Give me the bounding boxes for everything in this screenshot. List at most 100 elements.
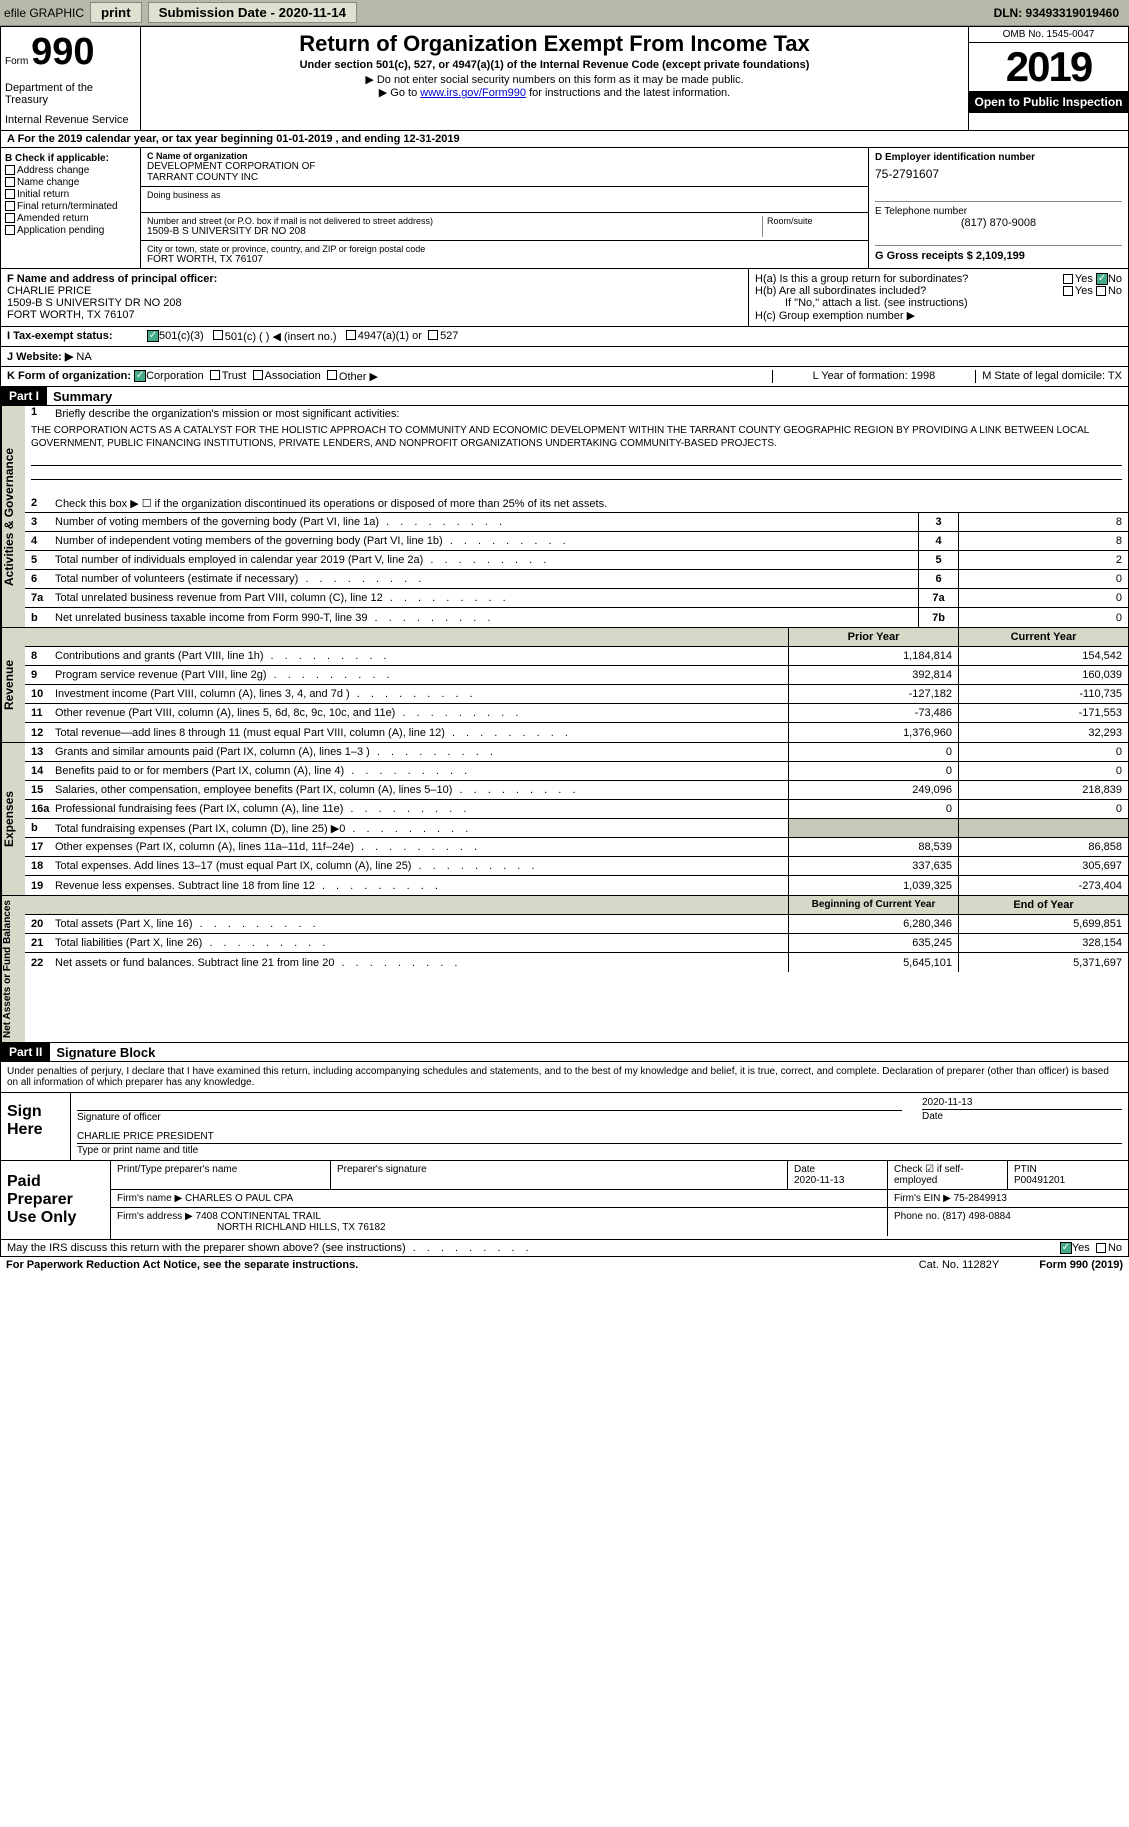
cb-name: Name change [5,177,136,188]
tax-year: 2019 [969,43,1128,91]
check-icon: ✓ [147,330,159,342]
dept-treasury: Department of the Treasury [5,82,136,106]
check-icon: ✓ [1096,273,1108,285]
hb-label: H(b) Are all subordinates included? [755,285,926,297]
print-button[interactable]: print [90,2,142,23]
efile-label: efile GRAPHIC [4,6,84,20]
table-row: 7a Total unrelated business revenue from… [25,589,1128,608]
governance-section: Activities & Governance 1 Briefly descri… [0,406,1129,628]
preparer-section: Paid Preparer Use Only Print/Type prepar… [0,1161,1129,1240]
table-row: 21 Total liabilities (Part X, line 26) 6… [25,934,1128,953]
state-domicile: M State of legal domicile: TX [975,370,1122,383]
table-row: 6 Total number of volunteers (estimate i… [25,570,1128,589]
check-icon: ✓ [134,370,146,382]
cat-no: Cat. No. 11282Y [919,1259,1000,1271]
part2-title: Signature Block [50,1045,155,1060]
form-org-row: K Form of organization: ✓ Corporation Tr… [0,367,1129,387]
side-netassets: Net Assets or Fund Balances [1,896,25,1042]
table-row: b Total fundraising expenses (Part IX, c… [25,819,1128,838]
tel-value: (817) 870-9008 [875,217,1122,229]
cb-initial: Initial return [5,189,136,200]
form-subtitle: Under section 501(c), 527, or 4947(a)(1)… [149,59,960,71]
begin-year-hdr: Beginning of Current Year [788,896,958,914]
dept-irs: Internal Revenue Service [5,114,136,126]
side-governance: Activities & Governance [1,406,25,627]
side-revenue: Revenue [1,628,25,742]
h-note: If "No," attach a list. (see instruction… [755,297,1122,309]
firm-addr1: 7408 CONTINENTAL TRAIL [196,1211,321,1222]
table-row: 10 Investment income (Part VIII, column … [25,685,1128,704]
prep-date: 2020-11-13 [794,1175,881,1186]
website-value: NA [76,351,91,363]
dba-box: Doing business as [141,187,868,213]
table-row: 20 Total assets (Part X, line 16) 6,280,… [25,915,1128,934]
sig-date-label: Date [922,1111,1122,1122]
tax-exempt-row: I Tax-exempt status: ✓ 501(c)(3) 501(c) … [0,327,1129,347]
check-if-applicable: B Check if applicable: Address change Na… [1,148,141,268]
officer-addr1: 1509-B S UNIVERSITY DR NO 208 [7,297,742,309]
prep-check: Check ☑ if self-employed [888,1161,1008,1189]
officer-label: Type or print name and title [77,1145,1122,1156]
table-row: 18 Total expenses. Add lines 13–17 (must… [25,857,1128,876]
paperwork-notice: For Paperwork Reduction Act Notice, see … [6,1259,358,1271]
expenses-section: Expenses 13 Grants and similar amounts p… [0,743,1129,896]
signature-section: Under penalties of perjury, I declare th… [0,1062,1129,1161]
revenue-section: Revenue Prior Year Current Year 8 Contri… [0,628,1129,743]
part1-tag: Part I [1,387,47,405]
netassets-header-row: Beginning of Current Year End of Year [25,896,1128,915]
year-formation: L Year of formation: 1998 [772,370,976,383]
firm-addr2: NORTH RICHLAND HILLS, TX 76182 [117,1222,881,1233]
website-row: J Website: ▶ NA [0,347,1129,367]
table-row: 22 Net assets or fund balances. Subtract… [25,953,1128,972]
firm-name: CHARLES O PAUL CPA [185,1193,293,1204]
table-row: 17 Other expenses (Part IX, column (A), … [25,838,1128,857]
open-to-public: Open to Public Inspection [969,91,1128,113]
table-row: b Net unrelated business taxable income … [25,608,1128,627]
officer-name-title: CHARLIE PRICE PRESIDENT [77,1131,1122,1144]
sig-date: 2020-11-13 [922,1097,1122,1110]
form-footer: Form 990 (2019) [1039,1259,1123,1271]
q1-label: Briefly describe the organization's miss… [51,406,1128,422]
submission-date-button[interactable]: Submission Date - 2020-11-14 [148,2,357,23]
firm-ein: 75-2849913 [954,1193,1007,1204]
irs-link[interactable]: www.irs.gov/Form990 [420,87,526,99]
header-right-block: OMB No. 1545-0047 2019 Open to Public In… [968,27,1128,130]
ha-label: H(a) Is this a group return for subordin… [755,273,968,285]
org-name-2: TARRANT COUNTY INC [147,172,862,183]
street-box: Number and street (or P.O. box if mail i… [141,213,868,241]
discuss-row: May the IRS discuss this return with the… [0,1240,1129,1257]
dln-label: DLN: 93493319019460 [994,6,1125,20]
prep-name-label: Print/Type preparer's name [111,1161,331,1189]
check-icon: ✓ [1060,1242,1072,1254]
part1-title: Summary [47,389,112,404]
officer-addr2: FORT WORTH, TX 76107 [7,309,742,321]
section-fh: F Name and address of principal officer:… [0,269,1129,327]
check-b-title: B Check if applicable: [5,153,136,164]
form-title: Return of Organization Exempt From Incom… [149,31,960,57]
tel-label: E Telephone number [875,206,1122,217]
revenue-header-row: Prior Year Current Year [25,628,1128,647]
city-box: City or town, state or province, country… [141,241,868,268]
end-year-hdr: End of Year [958,896,1128,914]
current-year-hdr: Current Year [958,628,1128,646]
cb-amended: Amended return [5,213,136,224]
table-row: 5 Total number of individuals employed i… [25,551,1128,570]
form-label: Form [5,56,28,67]
table-row: 3 Number of voting members of the govern… [25,513,1128,532]
org-name-box: C Name of organization DEVELOPMENT CORPO… [141,148,868,187]
table-row: 19 Revenue less expenses. Subtract line … [25,876,1128,895]
ein-label: D Employer identification number [875,152,1122,163]
org-info-block: C Name of organization DEVELOPMENT CORPO… [141,148,868,268]
table-row: 11 Other revenue (Part VIII, column (A),… [25,704,1128,723]
officer-name: CHARLIE PRICE [7,285,742,297]
omb-number: OMB No. 1545-0047 [969,27,1128,43]
prep-sig-label: Preparer's signature [331,1161,788,1189]
org-street: 1509-B S UNIVERSITY DR NO 208 [147,226,762,237]
line-a-taxyear: A For the 2019 calendar year, or tax yea… [0,131,1129,148]
room-suite: Room/suite [762,216,862,237]
form-number: 990 [31,31,94,73]
part2-tag: Part II [1,1043,50,1061]
table-row: 9 Program service revenue (Part VIII, li… [25,666,1128,685]
form-note-link: ▶ Go to www.irs.gov/Form990 for instruct… [149,86,960,99]
group-return-block: H(a) Is this a group return for subordin… [748,269,1128,326]
